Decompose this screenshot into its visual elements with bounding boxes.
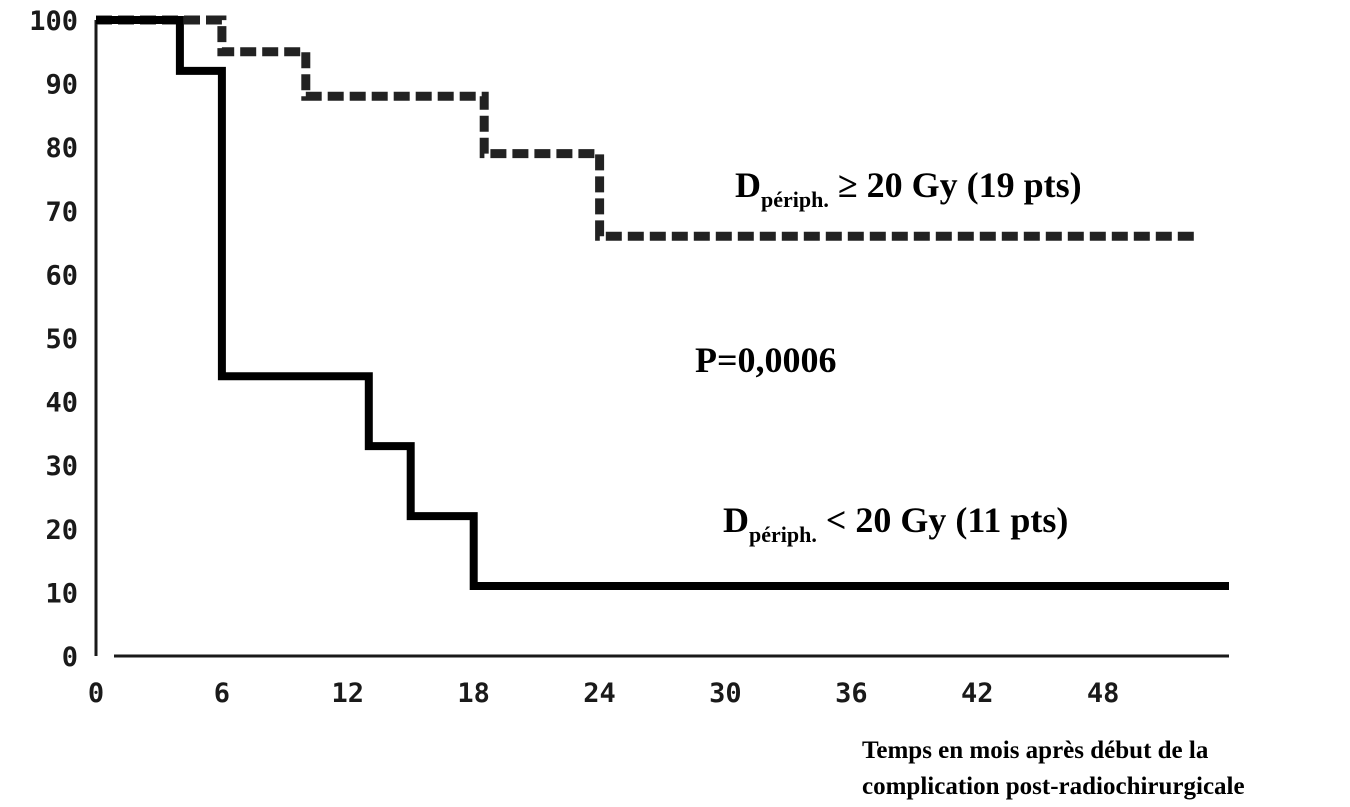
series-line-solid <box>96 16 1229 590</box>
y-tick-label: 10 <box>45 578 78 609</box>
y-tick-label: 80 <box>45 133 78 164</box>
x-tick-label: 6 <box>214 678 230 709</box>
x-tick-label: 30 <box>709 678 742 709</box>
y-tick-label: 20 <box>45 515 78 546</box>
y-tick-label: 60 <box>45 260 78 291</box>
annotation-dashed: Dpériph. ≥ 20 Gy (19 pts) <box>735 165 1082 212</box>
x-tick-label: 42 <box>961 678 994 709</box>
x-axis-label-line-2: complication post-radiochirurgicale <box>862 773 1245 800</box>
y-tick-label: 70 <box>45 197 78 228</box>
y-tick-label: 30 <box>45 451 78 482</box>
chart-axes <box>94 20 1229 658</box>
x-axis-label-line-1: Temps en mois après début de la <box>862 737 1209 764</box>
x-tick-label: 0 <box>88 678 104 709</box>
x-tick-label: 12 <box>332 678 365 709</box>
y-tick-label: 40 <box>45 388 78 419</box>
y-tick-label: 50 <box>45 324 78 355</box>
series-line-dashed <box>96 15 1198 241</box>
y-tick-labels: 0 10 20 30 40 50 60 70 80 90 100 <box>29 6 78 673</box>
y-tick-label: 0 <box>62 642 78 673</box>
p-value-label: P=0,0006 <box>695 340 837 380</box>
y-tick-label: 90 <box>45 70 78 101</box>
y-tick-label: 100 <box>29 6 78 37</box>
x-tick-labels: 0 6 12 18 24 30 36 42 48 <box>88 678 1120 709</box>
x-tick-label: 36 <box>835 678 868 709</box>
x-tick-label: 24 <box>583 678 616 709</box>
x-tick-label: 18 <box>457 678 490 709</box>
x-tick-label: 48 <box>1087 678 1120 709</box>
chart-series <box>96 15 1229 590</box>
annotation-solid: Dpériph. < 20 Gy (11 pts) <box>723 500 1068 547</box>
